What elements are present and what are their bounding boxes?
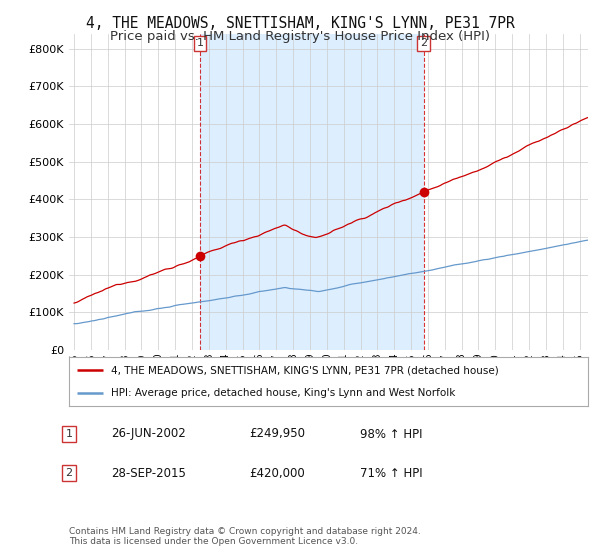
Text: Contains HM Land Registry data © Crown copyright and database right 2024.
This d: Contains HM Land Registry data © Crown c… <box>69 526 421 546</box>
Text: £249,950: £249,950 <box>249 427 305 441</box>
Text: 71% ↑ HPI: 71% ↑ HPI <box>360 466 422 480</box>
Text: 2: 2 <box>65 468 73 478</box>
Text: £420,000: £420,000 <box>249 466 305 480</box>
Bar <box>200 34 424 350</box>
Text: 2: 2 <box>420 38 427 48</box>
Text: 98% ↑ HPI: 98% ↑ HPI <box>360 427 422 441</box>
Text: HPI: Average price, detached house, King's Lynn and West Norfolk: HPI: Average price, detached house, King… <box>110 388 455 398</box>
Text: Price paid vs. HM Land Registry's House Price Index (HPI): Price paid vs. HM Land Registry's House … <box>110 30 490 43</box>
Text: 28-SEP-2015: 28-SEP-2015 <box>111 466 186 480</box>
Text: 26-JUN-2002: 26-JUN-2002 <box>111 427 186 441</box>
Text: 1: 1 <box>197 38 203 48</box>
Text: 1: 1 <box>65 429 73 439</box>
Text: 4, THE MEADOWS, SNETTISHAM, KING'S LYNN, PE31 7PR (detached house): 4, THE MEADOWS, SNETTISHAM, KING'S LYNN,… <box>110 365 498 375</box>
Text: 4, THE MEADOWS, SNETTISHAM, KING'S LYNN, PE31 7PR: 4, THE MEADOWS, SNETTISHAM, KING'S LYNN,… <box>86 16 514 31</box>
